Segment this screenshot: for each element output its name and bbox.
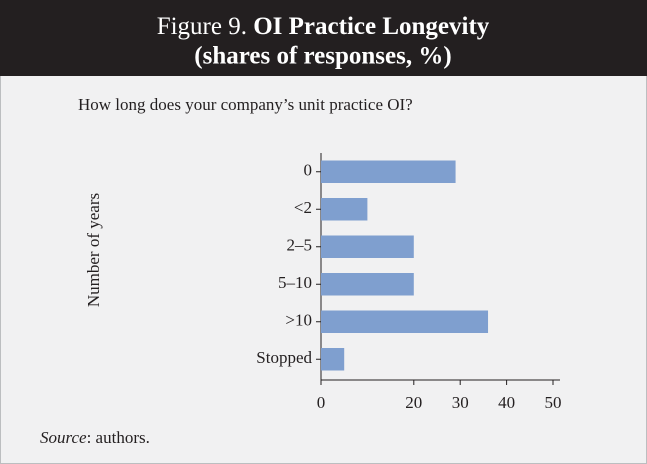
- x-tick-label: 50: [545, 393, 562, 412]
- bar: [321, 198, 368, 221]
- bar: [321, 235, 414, 258]
- x-tick-label: 20: [405, 393, 422, 412]
- bar: [321, 160, 456, 183]
- x-tick-label: 30: [452, 393, 469, 412]
- y-tick-label: Stopped: [256, 348, 312, 367]
- y-tick-label: 5–10: [278, 273, 312, 292]
- bar: [321, 310, 489, 333]
- source: Source: authors.: [40, 428, 150, 447]
- title-line: Figure 9. OI Practice Longevity: [157, 13, 490, 40]
- y-tick-label: <2: [294, 198, 312, 217]
- header: [0, 0, 647, 76]
- source-text: : authors.: [87, 428, 150, 447]
- x-tick-label: 40: [498, 393, 515, 412]
- x-tick-label: 0: [317, 393, 326, 412]
- bar: [321, 273, 414, 296]
- chart-subtitle: (shares of responses, %): [194, 43, 451, 70]
- figure-label: Figure 9.: [157, 13, 247, 40]
- y-tick-label: 0: [304, 161, 313, 180]
- source-label: Source: [40, 428, 87, 447]
- bar: [321, 348, 345, 371]
- question: How long does your company’s unit practi…: [78, 95, 413, 114]
- y-tick-label: >10: [285, 311, 312, 330]
- y-axis-label: Number of years: [84, 193, 103, 307]
- chart-title: OI Practice Longevity: [253, 13, 490, 40]
- y-tick-label: 2–5: [287, 236, 313, 255]
